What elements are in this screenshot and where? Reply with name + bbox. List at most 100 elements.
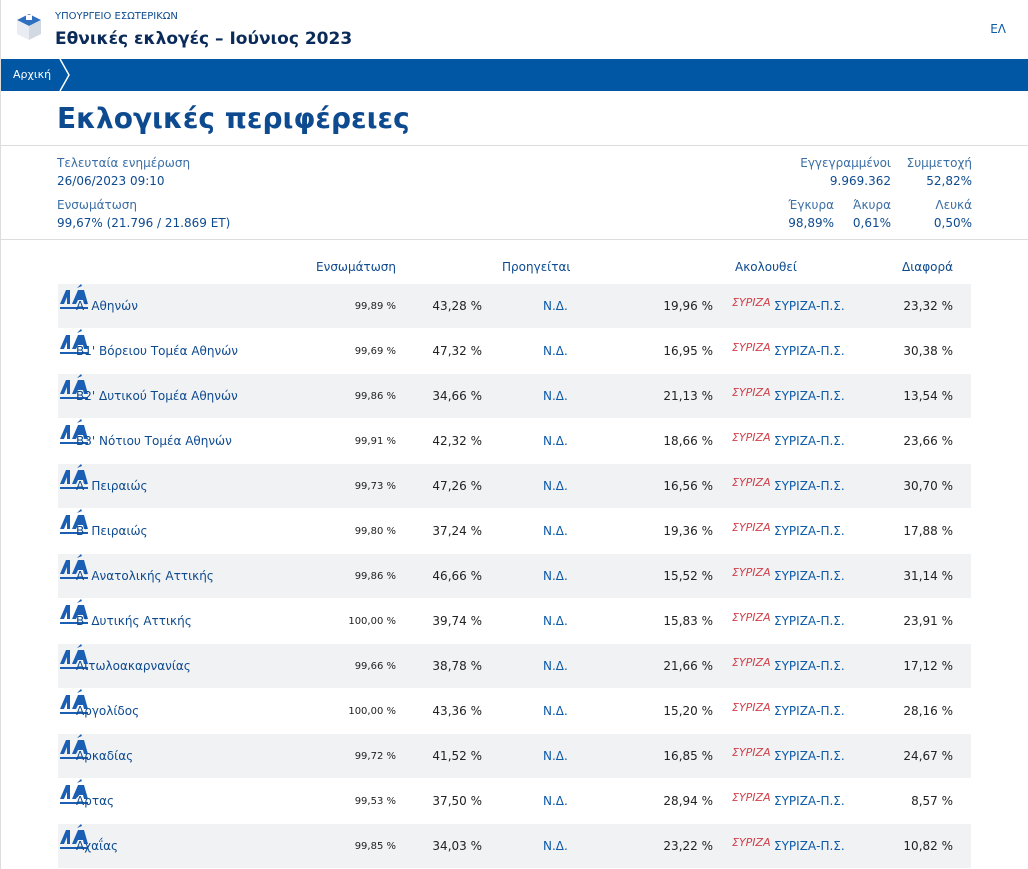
follower-pct: 21,66 %: [663, 659, 713, 673]
leader-pct: 38,78 %: [432, 659, 482, 673]
table-row[interactable]: Αρκαδίας 99,72 % 41,52 % Ν.Δ. 16,85 % ΣΥ…: [58, 734, 971, 779]
language-switch[interactable]: ΕΛ: [990, 22, 1006, 36]
table-row[interactable]: Β1' Βόρειου Τομέα Αθηνών 99,69 % 47,32 %…: [58, 329, 971, 374]
col-integration: Ενσωμάτωση: [316, 260, 396, 274]
invalid-value: 0,61%: [852, 216, 891, 230]
follower-pct: 15,52 %: [663, 569, 713, 583]
leader-party: Ν.Δ.: [543, 569, 568, 583]
district-name[interactable]: Α' Πειραιώς: [76, 479, 148, 493]
table-row[interactable]: Β' Δυτικής Αττικής 100,00 % 39,74 % Ν.Δ.…: [58, 599, 971, 644]
turnout-label: Συμμετοχή: [906, 156, 972, 170]
follower-party: ΣΥΡΙΖΑ-Π.Σ.: [774, 659, 845, 673]
district-name[interactable]: Αρκαδίας: [76, 749, 134, 763]
district-name[interactable]: Άρτας: [76, 794, 115, 808]
table-row[interactable]: Αργολίδος 100,00 % 43,36 % Ν.Δ. 15,20 % …: [58, 689, 971, 734]
difference-pct: 17,12 %: [903, 659, 953, 673]
leader-pct: 34,03 %: [432, 839, 482, 853]
district-name[interactable]: Β3' Νότιου Τομέα Αθηνών: [76, 434, 232, 448]
district-name[interactable]: Α' Αθηνών: [76, 299, 138, 313]
leader-pct: 37,24 %: [432, 524, 482, 538]
integration-pct: 99,72 %: [354, 751, 396, 762]
leader-party: Ν.Δ.: [543, 299, 568, 313]
follower-party: ΣΥΡΙΖΑ-Π.Σ.: [774, 794, 845, 808]
leader-pct: 46,66 %: [432, 569, 482, 583]
nd-logo-icon: [60, 329, 88, 354]
district-name[interactable]: Α' Ανατολικής Αττικής: [76, 569, 214, 583]
syriza-logo-icon: ΣΥΡΙΖΑ: [732, 521, 771, 534]
integration-pct: 99,89 %: [354, 301, 396, 312]
summary-panel: Τελευταία ενημέρωση 26/06/2023 09:10 Ενσ…: [1, 145, 1028, 240]
district-name[interactable]: Β' Δυτικής Αττικής: [76, 614, 192, 628]
difference-pct: 17,88 %: [903, 524, 953, 538]
district-name[interactable]: Β2' Δυτικού Τομέα Αθηνών: [76, 389, 238, 403]
leader-party: Ν.Δ.: [543, 839, 568, 853]
follower-party: ΣΥΡΙΖΑ-Π.Σ.: [774, 479, 845, 493]
nd-logo-icon: [60, 284, 88, 309]
leader-pct: 43,28 %: [432, 299, 482, 313]
syriza-logo-icon: ΣΥΡΙΖΑ: [732, 431, 771, 444]
syriza-logo-icon: ΣΥΡΙΖΑ: [732, 611, 771, 624]
last-update-label: Τελευταία ενημέρωση: [57, 156, 191, 170]
col-follower: Ακολουθεί: [735, 260, 797, 274]
app-header: ΥΠΟΥΡΓΕΙΟ ΕΣΩΤΕΡΙΚΩΝ Εθνικές εκλογές – Ι…: [1, 0, 1028, 59]
syriza-logo-icon: ΣΥΡΙΖΑ: [732, 836, 771, 849]
col-diff: Διαφορά: [902, 260, 953, 274]
follower-pct: 15,20 %: [663, 704, 713, 718]
district-name[interactable]: Αιτωλοακαρνανίας: [76, 659, 191, 673]
follower-party: ΣΥΡΙΖΑ-Π.Σ.: [774, 344, 845, 358]
leader-party: Ν.Δ.: [543, 614, 568, 628]
turnout-value: 52,82%: [926, 174, 972, 188]
difference-pct: 30,38 %: [903, 344, 953, 358]
table-row[interactable]: Β3' Νότιου Τομέα Αθηνών 99,91 % 42,32 % …: [58, 419, 971, 464]
table-row[interactable]: Β' Πειραιώς 99,80 % 37,24 % Ν.Δ. 19,36 %…: [58, 509, 971, 554]
integration-pct: 99,73 %: [354, 481, 396, 492]
integration-label: Ενσωμάτωση: [57, 198, 137, 212]
table-row[interactable]: Β2' Δυτικού Τομέα Αθηνών 99,86 % 34,66 %…: [58, 374, 971, 419]
table-row[interactable]: Αχαΐας 99,85 % 34,03 % Ν.Δ. 23,22 % ΣΥΡΙ…: [58, 824, 971, 869]
leader-pct: 47,26 %: [432, 479, 482, 493]
table-row[interactable]: Α' Ανατολικής Αττικής 99,86 % 46,66 % Ν.…: [58, 554, 971, 599]
ballot-box-icon: [17, 14, 41, 40]
nd-logo-icon: [60, 734, 88, 759]
nd-logo-icon: [60, 599, 88, 624]
table-row[interactable]: Αιτωλοακαρνανίας 99,66 % 38,78 % Ν.Δ. 21…: [58, 644, 971, 689]
follower-pct: 18,66 %: [663, 434, 713, 448]
integration-pct: 99,53 %: [354, 796, 396, 807]
leader-party: Ν.Δ.: [543, 344, 568, 358]
follower-pct: 21,13 %: [663, 389, 713, 403]
syriza-logo-icon: ΣΥΡΙΖΑ: [732, 566, 771, 579]
district-name[interactable]: Β1' Βόρειου Τομέα Αθηνών: [76, 344, 238, 358]
district-name[interactable]: Αχαΐας: [76, 839, 119, 853]
integration-value: 99,67% (21.796 / 21.869 ΕΤ): [57, 216, 231, 230]
district-name[interactable]: Β' Πειραιώς: [76, 524, 148, 538]
leader-pct: 47,32 %: [432, 344, 482, 358]
invalid-label: Άκυρα: [853, 198, 891, 212]
integration-pct: 99,66 %: [354, 661, 396, 672]
table-row[interactable]: Άρτας 99,53 % 37,50 % Ν.Δ. 28,94 % ΣΥΡΙΖ…: [58, 779, 971, 824]
integration-pct: 100,00 %: [348, 616, 396, 627]
difference-pct: 31,14 %: [903, 569, 953, 583]
difference-pct: 23,91 %: [903, 614, 953, 628]
follower-party: ΣΥΡΙΖΑ-Π.Σ.: [774, 749, 845, 763]
table-header: Ενσωμάτωση Προηγείται Ακολουθεί Διαφορά: [58, 260, 971, 280]
follower-party: ΣΥΡΙΖΑ-Π.Σ.: [774, 299, 845, 313]
nd-logo-icon: [60, 509, 88, 534]
table-row[interactable]: Α' Αθηνών 99,89 % 43,28 % Ν.Δ. 19,96 % Σ…: [58, 284, 971, 329]
follower-party: ΣΥΡΙΖΑ-Π.Σ.: [774, 389, 845, 403]
registered-label: Εγγεγραμμένοι: [800, 156, 891, 170]
follower-party: ΣΥΡΙΖΑ-Π.Σ.: [774, 839, 845, 853]
breadcrumb-home[interactable]: Αρχική: [13, 68, 52, 81]
syriza-logo-icon: ΣΥΡΙΖΑ: [732, 656, 771, 669]
leader-party: Ν.Δ.: [543, 749, 568, 763]
app-title[interactable]: Εθνικές εκλογές – Ιούνιος 2023: [55, 29, 353, 49]
syriza-logo-icon: ΣΥΡΙΖΑ: [732, 341, 771, 354]
ministry-name: ΥΠΟΥΡΓΕΙΟ ΕΣΩΤΕΡΙΚΩΝ: [55, 11, 178, 22]
district-name[interactable]: Αργολίδος: [76, 704, 140, 718]
table-row[interactable]: Α' Πειραιώς 99,73 % 47,26 % Ν.Δ. 16,56 %…: [58, 464, 971, 509]
chevron-right-icon: [59, 59, 70, 91]
follower-pct: 16,95 %: [663, 344, 713, 358]
blank-value: 0,50%: [933, 216, 972, 230]
syriza-logo-icon: ΣΥΡΙΖΑ: [732, 476, 771, 489]
difference-pct: 23,66 %: [903, 434, 953, 448]
registered-value: 9.969.362: [829, 174, 891, 188]
